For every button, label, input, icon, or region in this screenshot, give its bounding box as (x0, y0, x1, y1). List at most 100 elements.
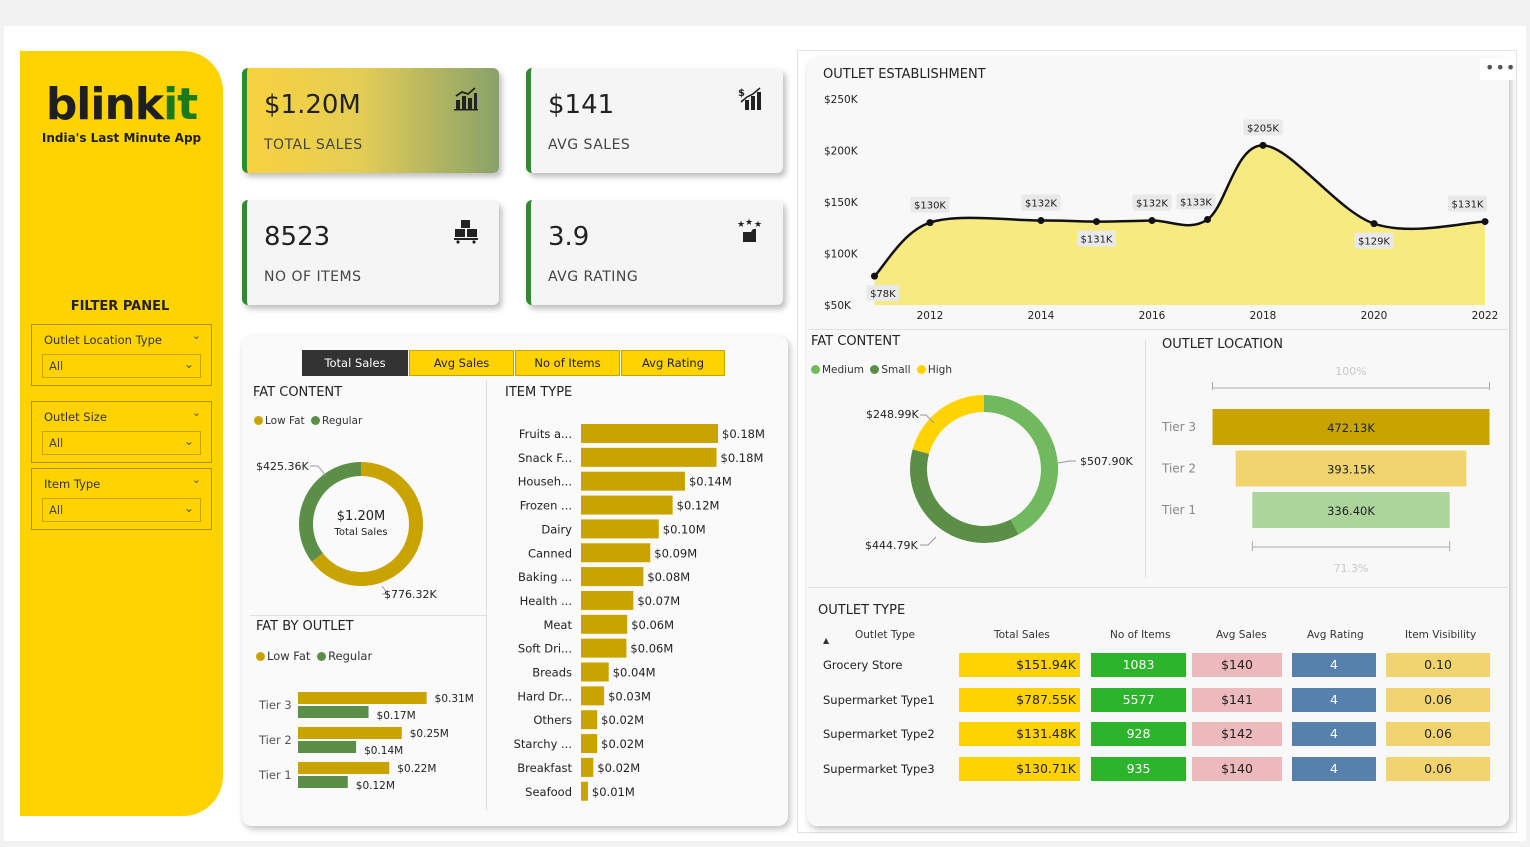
bar-low-fat (298, 727, 402, 739)
category-label: Househ... (518, 475, 572, 489)
bar-low-fat (298, 692, 427, 704)
data-label: $0.17M (377, 710, 416, 722)
x-tick-label: 2014 (1028, 310, 1055, 322)
row-label-outlet-type: Supermarket Type3 (823, 762, 935, 777)
ellipsis-icon[interactable]: ••• (1485, 58, 1517, 77)
data-label: $0.06M (631, 618, 674, 632)
svg-text:$: $ (738, 88, 745, 99)
table-cell-items: 928 (1091, 722, 1186, 747)
header-item-visibility[interactable]: Item Visibility (1405, 629, 1477, 641)
kpi-total-sales: $1.20M TOTAL SALES (242, 68, 499, 173)
table-cell-avg-sales: $140 (1192, 653, 1282, 677)
outlet-location-title: OUTLET LOCATION (1162, 337, 1283, 352)
line-series (873, 144, 1486, 278)
kpi-no-of-items: 8523 NO OF ITEMS (242, 200, 499, 305)
chevron-down-icon[interactable]: ⌄ (191, 329, 201, 342)
kpi-label: NO OF ITEMS (264, 269, 362, 285)
more-options-bg (1480, 58, 1516, 80)
leader-line (1057, 460, 1076, 464)
leader-line (920, 414, 935, 424)
svg-text:★: ★ (754, 220, 762, 230)
table-cell-total-sales: $151.94K (959, 653, 1080, 677)
tab-total-sales[interactable]: Total Sales (302, 350, 408, 376)
kpi-value: $1.20M (264, 90, 361, 120)
data-point (871, 272, 878, 280)
data-label-high: $248.99K (866, 408, 919, 421)
chevron-down-icon[interactable]: ⌄ (191, 406, 201, 419)
data-label: 336.40K (1327, 504, 1375, 518)
bar-low-fat (298, 762, 390, 774)
header-avg-rating[interactable]: Avg Rating (1307, 629, 1364, 641)
tab-avg-sales[interactable]: Avg Sales (409, 350, 514, 376)
fat-content-donut-chart: $1.20M Total Sales $425.36K $776.32K (256, 460, 437, 601)
category-label: Tier 2 (258, 733, 292, 747)
leader-line (381, 585, 389, 595)
sort-ascending-icon[interactable]: ▲ (823, 636, 830, 645)
bar-item-type (581, 710, 598, 730)
fat-content-right-title: FAT CONTENT (811, 334, 901, 349)
rating-stars-icon: ★ ★ ★ (737, 218, 762, 242)
funnel-bar (1212, 409, 1490, 445)
table-cell-items: 935 (1091, 757, 1186, 782)
chevron-down-icon[interactable]: ⌄ (191, 473, 201, 486)
header-avg-sales[interactable]: Avg Sales (1216, 629, 1267, 641)
divider (250, 615, 486, 616)
funnel-top-pct: 100% (1335, 365, 1366, 378)
data-label-small: $444.79K (865, 539, 918, 552)
divider (808, 587, 1508, 588)
outlet-size-dropdown[interactable]: All ⌄ (42, 431, 201, 455)
bar-item-type (581, 590, 634, 610)
slicer-outlet-location-type: Outlet Location Type ⌄ All ⌄ (31, 324, 212, 386)
data-label-bg (1077, 230, 1116, 247)
outlet-location-type-dropdown[interactable]: All ⌄ (42, 354, 201, 378)
header-no-of-items[interactable]: No of Items (1110, 629, 1171, 641)
data-point (1093, 218, 1100, 226)
legend-medium: Medium (822, 364, 864, 376)
bar-item-type (581, 662, 609, 682)
category-label: Canned (528, 546, 572, 560)
tab-avg-rating[interactable]: Avg Rating (621, 350, 725, 376)
data-label-bg (1021, 194, 1061, 211)
table-cell-visibility: 0.10 (1386, 653, 1490, 677)
svg-text:★: ★ (737, 220, 745, 230)
y-tick-label: $250K (824, 94, 859, 106)
data-label-bg (1448, 195, 1487, 212)
brand-logo: blinkit (45, 79, 198, 130)
category-label: Tier 3 (258, 698, 292, 712)
data-label-bg (1354, 232, 1394, 249)
tab-no-of-items[interactable]: No of Items (515, 350, 620, 376)
data-label: 393.15K (1327, 463, 1375, 477)
data-label: $130K (914, 201, 946, 212)
y-tick-label: $100K (824, 249, 859, 261)
data-point (1148, 217, 1156, 225)
funnel-bottom-pct: 71.3% (1334, 562, 1369, 575)
bar-item-type (581, 686, 605, 706)
data-label: $0.02M (597, 761, 640, 775)
item-type-title: ITEM TYPE (505, 385, 573, 400)
row-label-outlet-type: Grocery Store (823, 658, 903, 672)
category-label: Tier 1 (258, 768, 292, 782)
donut-slice-high (912, 395, 984, 454)
bar-regular (298, 776, 348, 788)
category-label: Baking ... (518, 570, 572, 584)
data-label: $0.09M (654, 546, 697, 560)
table-cell-rating: 4 (1292, 722, 1376, 747)
data-point (1037, 217, 1045, 225)
kpi-avg-sales: $141 AVG SALES $ (526, 68, 783, 173)
data-label: $0.04M (613, 666, 656, 680)
category-label: Others (533, 713, 572, 727)
data-point (926, 219, 934, 227)
bar-item-type (581, 734, 598, 754)
filter-sidebar: blinkit India's Last Minute App FILTER P… (20, 51, 223, 816)
slicer-item-type: Item Type ⌄ All ⌄ (31, 468, 212, 530)
bar-item-type (581, 567, 644, 587)
category-label: Breads (532, 666, 572, 680)
category-label: Fruits a... (519, 427, 572, 441)
item-type-dropdown[interactable]: All ⌄ (42, 498, 201, 522)
header-outlet-type[interactable]: Outlet Type (855, 629, 915, 641)
header-total-sales[interactable]: Total Sales (994, 629, 1050, 641)
y-tick-label: $150K (824, 197, 859, 209)
data-label: $0.02M (601, 713, 644, 727)
chevron-down-icon: ⌄ (183, 357, 194, 371)
row-label-outlet-type: Supermarket Type2 (823, 727, 935, 742)
